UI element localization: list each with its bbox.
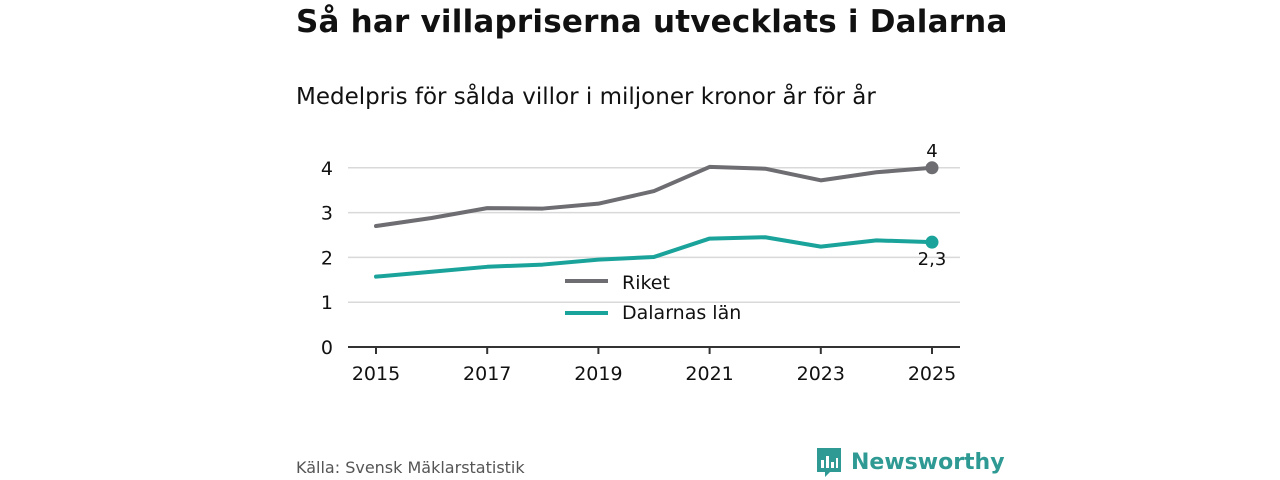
end-label-dalarna: 2,3: [918, 249, 947, 270]
end-point-riket: [925, 161, 939, 175]
x-tick-label: 2023: [797, 363, 845, 385]
x-tick-label: 2021: [685, 363, 733, 385]
chart-title: Så har villapriserna utvecklats i Dalarn…: [296, 4, 1008, 40]
newsworthy-icon: [817, 448, 841, 477]
y-tick-label: 3: [321, 203, 333, 225]
brand-logo: Newsworthy: [815, 446, 1005, 478]
x-tick-label: 2019: [574, 363, 622, 385]
y-tick-label: 1: [321, 292, 333, 314]
y-tick-label: 0: [321, 337, 333, 359]
series-line-riket: [374, 164, 934, 229]
legend-label-dalarna: Dalarnas län: [622, 302, 741, 324]
legend-label-riket: Riket: [622, 272, 670, 294]
source-note: Källa: Svensk Mäklarstatistik: [296, 458, 525, 477]
end-point-dalarna: [925, 235, 939, 249]
end-label-riket: 4: [926, 141, 937, 162]
x-tick-label: 2015: [352, 363, 400, 385]
series-line-dalarna: [374, 235, 934, 279]
x-tick-label: 2017: [463, 363, 511, 385]
x-tick-label: 2025: [908, 363, 956, 385]
brand-name: Newsworthy: [851, 449, 1005, 475]
y-tick-label: 2: [321, 247, 333, 269]
y-tick-label: 4: [321, 158, 333, 180]
chart-subtitle: Medelpris för sålda villor i miljoner kr…: [296, 84, 876, 110]
